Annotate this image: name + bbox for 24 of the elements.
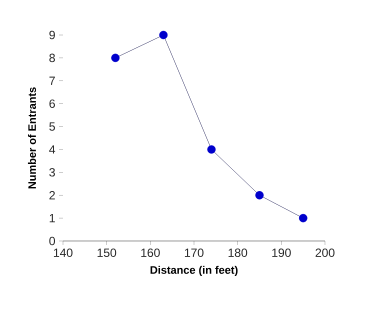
y-tick-label: 7 [49, 76, 55, 85]
y-tick-label: 2 [49, 191, 55, 200]
x-tick-label: 200 [316, 248, 335, 257]
y-tick-label: 4 [49, 145, 56, 154]
y-axis-title: Number of Entrants [28, 87, 36, 188]
point [255, 191, 264, 200]
y-tick-label: 1 [50, 214, 55, 222]
point [159, 30, 168, 40]
x-axis-title: Distance (in feet) [150, 266, 238, 276]
x-tick-label: 140 [54, 248, 73, 257]
y-tick-label: 0 [49, 236, 56, 246]
point [298, 214, 308, 222]
y-tick-label: 6 [49, 99, 55, 108]
x-tick-label: 160 [141, 248, 160, 257]
point [207, 145, 216, 154]
x-tick-label: 150 [98, 248, 116, 257]
x-tick-label: 180 [228, 248, 248, 257]
x-tick-label: 190 [272, 248, 291, 257]
y-tick-label: 3 [49, 168, 55, 177]
y-tick-label: 9 [49, 30, 55, 40]
y-tick-label: 8 [49, 54, 55, 62]
x-tick-label: 170 [184, 248, 204, 257]
y-tick-label: 5 [49, 122, 55, 131]
point [111, 54, 120, 62]
